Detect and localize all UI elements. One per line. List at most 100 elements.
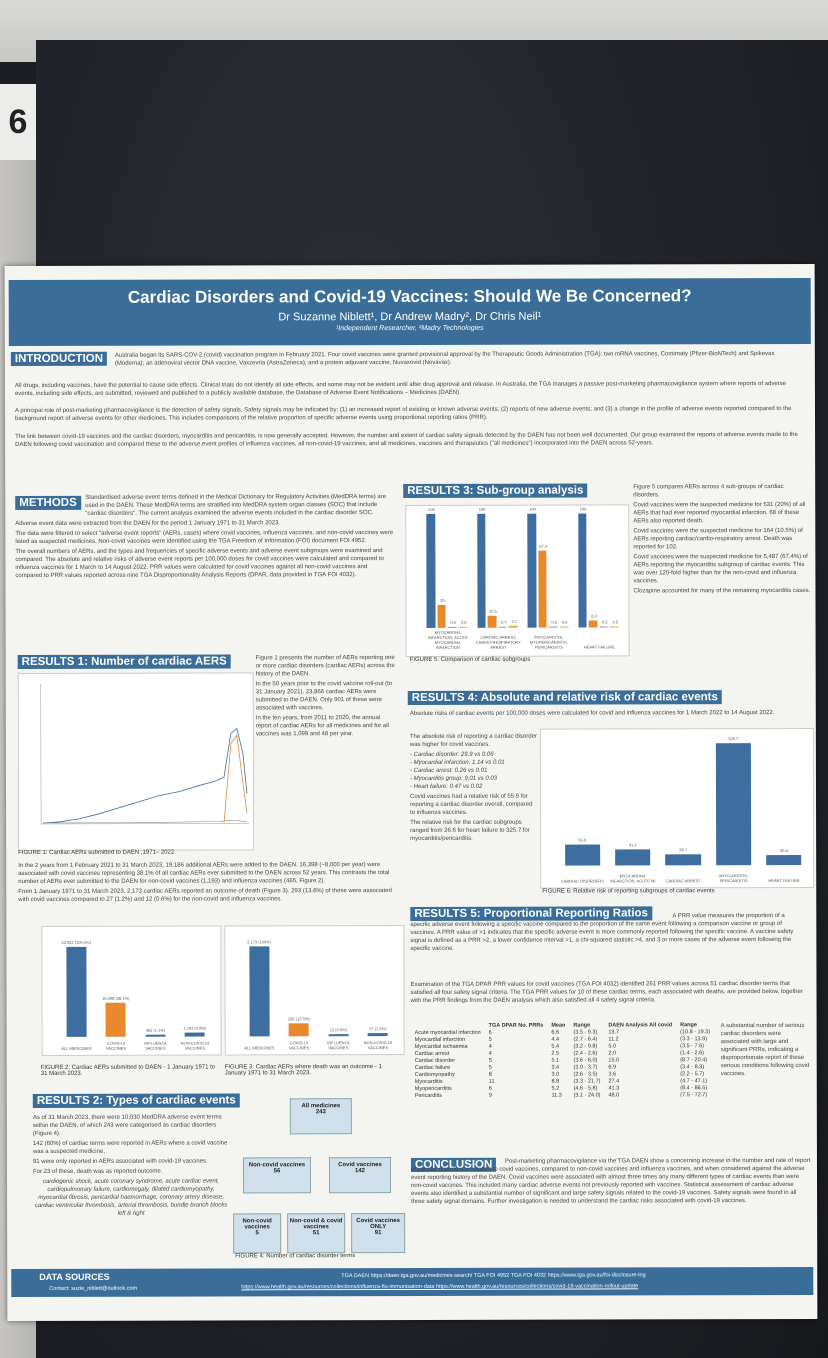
fig4-all-count: 243 xyxy=(315,1109,326,1116)
fig5-bar xyxy=(599,625,608,628)
prr-table-cell: 6.6 xyxy=(551,1029,560,1036)
figure1-line-chart xyxy=(17,672,255,852)
prr-table-cell: 11.3 xyxy=(551,1092,562,1099)
fig6-bar xyxy=(715,743,752,866)
intro-paragraph-2: All drugs, including vaccines, have the … xyxy=(14,381,787,398)
prr-table-header-cell: TGA DPAR No. PRRs xyxy=(488,1022,544,1029)
figure3-bar-chart: 2,173 (100%) ALL MEDICINES 293 (13.5%) COVI… xyxy=(224,925,405,1056)
fig5-bar xyxy=(447,626,457,628)
figure4-both-box: Non-covid & covid vaccines 51 xyxy=(287,1213,346,1254)
results1-heading: RESULTS 1: Number of cardiac AERS xyxy=(17,654,231,670)
results1-paragraph-1: Figure 1 presents the number of AERs rep… xyxy=(255,655,395,678)
methods-paragraph-4: The overall numbers of AERs, and the typ… xyxy=(15,548,384,580)
figure4-caption: FIGURE 4: Number of cardiac disorder ter… xyxy=(235,1253,356,1260)
data-sources-links: TGA DAEN https://daen.tga.gov.au/medicin… xyxy=(341,1272,646,1280)
fig3-value-label: 12 (0.6%) xyxy=(329,1027,348,1033)
fig6-bar xyxy=(766,855,802,866)
prr-table-header-cell: Mean xyxy=(551,1022,566,1029)
fig5-bar xyxy=(437,605,446,628)
prr-table-cell: (3.1 - 24.0) xyxy=(573,1092,601,1099)
prr-table-header-cell: DAEN Analysis All covid xyxy=(608,1022,673,1029)
data-sources-links-2: https://www.health.gov.au/resources/coll… xyxy=(241,1283,639,1291)
fig3-bar xyxy=(328,1034,349,1037)
results4-paragraph-2: Covid vaccines had a relative risk of 55… xyxy=(410,793,533,817)
prr-table-cell: (3.3 - 21.7) xyxy=(573,1078,601,1085)
fig5-bar xyxy=(548,626,558,628)
fig2-value-label: 1,193 (2.8%) xyxy=(183,1025,207,1032)
fig5-value-label: 0.5 xyxy=(450,619,456,625)
fig5-value-label: 0.5 xyxy=(460,619,467,625)
prr-table-cell: 8.8 xyxy=(551,1078,560,1085)
fig5-value-label: 100 xyxy=(428,506,435,512)
fig5-bar xyxy=(609,625,619,628)
figure5-bar-chart: 100 20 0.5 0.5 MYOCARDIAL INFARCTION, ACUTE … xyxy=(405,504,630,658)
results1-paragraph-2: In the 50 years prior to the covid vacci… xyxy=(255,681,393,712)
fig5-group-label: HEART FAILURE xyxy=(583,644,615,650)
fig5-value-label: 100 xyxy=(529,506,536,512)
fig3-category-label: NON-COVID-19 VACCINES xyxy=(363,1040,393,1051)
figure5-caption: FIGURE 5: Comparison of cardiac subgroup… xyxy=(409,656,531,664)
figure6-caption: FIGURE 6: Relative risk of reporting sub… xyxy=(542,888,715,895)
fig5-group-label: MYOCARDITIS, MYOPERICARDITIS, PERICARDIT… xyxy=(529,634,568,650)
fig6-category-label: MYOCARDIAL INFARCTION, ACUTE MI xyxy=(610,873,656,884)
fig5-value-label: 100 xyxy=(478,506,486,512)
fig5-value-label: 0.5 xyxy=(612,618,619,624)
results1-paragraph-5: From 1 January 1971 to 31 March 2023, 2,… xyxy=(18,888,392,904)
results1-bottom-text: In the 2 years from 1 February 2021 to 3… xyxy=(18,861,398,922)
results2-text-block: As of 31 March 2023, there were 10,030 M… xyxy=(33,1113,229,1264)
fig3-bar xyxy=(368,1033,388,1037)
prr-table-cell: (10.8 - 19.3) xyxy=(680,1029,711,1036)
fig5-value-label: 0.7 xyxy=(500,619,507,625)
board-number-sign: 6 xyxy=(0,84,36,160)
results3-heading: RESULTS 3: Sub-group analysis xyxy=(403,483,588,499)
poster-affiliations: ¹Independent Researcher, ²Madry Technolo… xyxy=(335,324,484,333)
fig2-value-label: 43,052 (100.0%) xyxy=(61,939,91,945)
results4-side-text: The absolute risk of reporting a cardiac… xyxy=(410,733,538,903)
results5-paragraph-1: A PRR value measures the proportion of a… xyxy=(410,913,794,953)
prr-table-cell: 3.4 xyxy=(551,1064,560,1071)
fig5-bar xyxy=(577,513,587,628)
fig6-value-label: 325.7 xyxy=(728,736,739,742)
fig5-value-label: 0.6 xyxy=(551,619,557,625)
methods-paragraph-1: Standardised adverse event terms defined… xyxy=(85,494,387,517)
fig5-group-label: CARDIAC ARREST, CARDIO-RESPIRATORY ARRES… xyxy=(475,634,521,650)
prr-table: TGA DPAR No. PRRs Mean Range DAEN Analysis … xyxy=(411,1022,715,1100)
fig5-bar xyxy=(498,626,507,628)
fig6-category-label: CARDIAC ARREST xyxy=(665,878,701,884)
results1-side-text: Figure 1 presents the number of AERs rep… xyxy=(256,654,397,850)
fig6-category-label: CARDIAC DISORDERS xyxy=(560,878,604,884)
results3-paragraph-2: Covid vaccines were the suspected medici… xyxy=(633,501,806,525)
fig2-bar xyxy=(185,1032,205,1037)
fig5-value-label: 0.6 xyxy=(561,619,568,625)
fig6-value-label: 41.2 xyxy=(628,842,637,848)
fig5-bar xyxy=(537,550,547,628)
fig5-bar xyxy=(458,626,468,628)
fig2-value-label: 465 (1.1%) xyxy=(145,1027,166,1033)
figure4-covid-box: Covid vaccines 142 xyxy=(328,1157,392,1194)
fig5-bar xyxy=(476,513,486,628)
results5-side-note: A substantial number of serious cardiac … xyxy=(720,1022,810,1078)
results4-risk-list: - Cardiac disorder: 29.9 vs 0.06 - Myoca… xyxy=(409,751,505,791)
prr-table-cell: (7.5 - 72.7) xyxy=(680,1092,708,1099)
fig2-category-label: COVID-19 VACCINES xyxy=(105,1040,127,1051)
fig2-value-label: 16,398 (38.1%) xyxy=(102,995,130,1001)
data-sources-contact: Contact: suzie_niblett@outlook.com xyxy=(49,1285,138,1292)
fig3-bar xyxy=(288,1023,309,1037)
fig5-bar xyxy=(559,626,569,628)
fig3-category-label: ALL MEDICINES xyxy=(244,1045,275,1051)
fig2-category-label: ALL MEDICINES xyxy=(61,1045,92,1051)
fig6-value-label: 55.9 xyxy=(578,837,587,843)
fig6-value-label: 26.6 xyxy=(780,848,788,854)
fig5-bar xyxy=(508,625,518,628)
fig3-value-label: 293 (13.5%) xyxy=(287,1016,310,1022)
results2-paragraph-3: 91 were only reported in AERs associated… xyxy=(32,1158,208,1165)
fig6-category-label: HEART FAILURE xyxy=(768,877,800,884)
fig5-bar xyxy=(527,513,537,628)
prr-table-cell: 4.4 xyxy=(551,1036,560,1043)
fig5-value-label: 6.3 xyxy=(591,613,597,619)
data-sources-heading: DATA SOURCES xyxy=(39,1271,110,1282)
fig5-value-label: 2.1 xyxy=(511,618,518,624)
figure4-all-medicines-box: All medicines 243 xyxy=(289,1098,352,1135)
figure4-covid-only-box: Covid vaccines ONLY 91 xyxy=(351,1213,406,1254)
fig4-both-label: Non-covid & covid vaccines xyxy=(289,1218,343,1231)
